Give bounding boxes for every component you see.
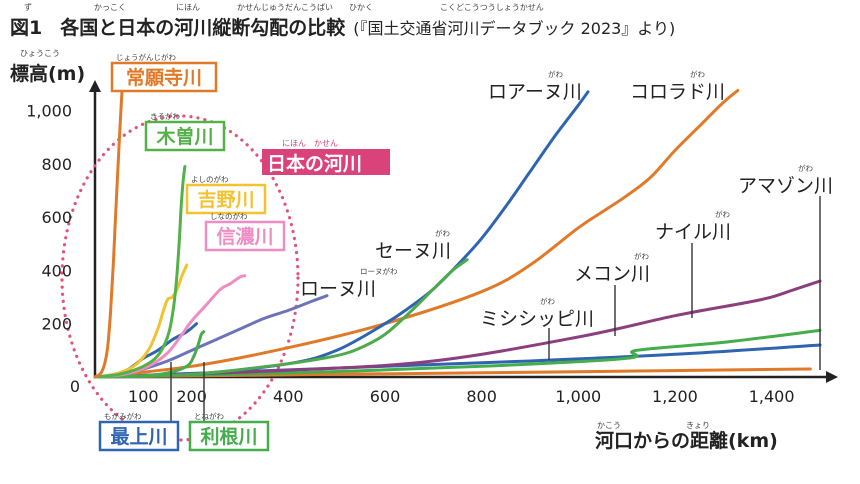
series-label-ruby: がわ (798, 163, 813, 173)
series-label: 吉野川 (197, 188, 254, 211)
series-line (93, 263, 189, 379)
series-label: 利根川 (200, 425, 257, 448)
series-label-ruby: がわ (435, 228, 450, 238)
series-label: ロアーヌ川 (488, 81, 582, 103)
x-tick-label: 200 (176, 387, 207, 406)
series-label-ruby: きそがわ (150, 111, 180, 121)
series-label: ナイル川 (655, 221, 731, 243)
y-tick-label: 600 (41, 208, 72, 227)
figure-number: 図1 (10, 17, 43, 39)
series-line (93, 279, 822, 379)
series-line (93, 258, 469, 379)
x-tick-label: 100 (128, 387, 159, 406)
series-label: アマゾン川 (738, 175, 833, 197)
series-label-ruby: がわ (548, 69, 563, 79)
japan-group-label: 日本の河川 (267, 152, 362, 175)
heading-furigana: こくどこうつうしょうかせん (440, 3, 544, 12)
series-label-box (144, 120, 226, 152)
heading-furigana: ず (24, 3, 32, 12)
japan-rivers-ellipse (60, 114, 300, 442)
series-label-ruby: とねがわ (194, 411, 224, 421)
series-label-ruby: がわ (540, 296, 555, 306)
series-line (93, 330, 206, 379)
series-label: 常願寺川 (126, 66, 202, 89)
series-label-ruby: もがみがわ (104, 411, 142, 421)
x-axis-title-ruby: きょり (686, 421, 710, 430)
series-line (93, 89, 740, 379)
series-label: 最上川 (110, 426, 167, 448)
series-label: セーヌ川 (375, 240, 451, 262)
series-label: 信濃川 (216, 225, 273, 248)
series-label-box (188, 420, 270, 452)
heading-furigana: かせんじゅうだんこうばい (237, 3, 333, 12)
y-tick-label: 0 (70, 377, 80, 396)
series-line (93, 165, 187, 379)
series-label-ruby: よしのがわ (191, 174, 229, 184)
series-label: コロラド川 (630, 81, 725, 103)
figure-title: 各国と日本の河川縦断勾配の比較 (60, 17, 346, 39)
series-label-box (185, 183, 267, 215)
series-label-ruby: がわ (690, 69, 705, 79)
heading-furigana: にほん (176, 3, 200, 12)
series-label: 木曽川 (155, 125, 213, 148)
series-line (93, 294, 329, 379)
heading-furigana: ひかく (349, 3, 373, 12)
series-label: ローヌ川 (300, 278, 376, 300)
series-label: メコン川 (574, 263, 650, 285)
heading-furigana: かっこく (94, 3, 126, 12)
y-axis-title: 標高(m) (10, 62, 85, 85)
series-line (93, 87, 124, 379)
series-label-box (110, 61, 218, 93)
series-label: ミシシッピ川 (480, 308, 594, 330)
x-tick-label: 400 (273, 387, 304, 406)
series-label-ruby: しなのがわ (210, 211, 248, 221)
x-tick-label: 800 (466, 387, 497, 406)
series-label-ruby: じょうがんじがわ (116, 52, 176, 62)
x-tick-label: 1,400 (749, 387, 795, 406)
figure-source: (『国土交通省河川データブック 2023』より) (353, 19, 676, 38)
series-label-box (204, 220, 286, 252)
x-axis-title: 河口からの距離(km) (595, 429, 778, 452)
japan-group-label-box (262, 149, 390, 175)
y-axis-arrow-icon (89, 80, 101, 92)
y-axis-title-ruby: ひょうこう (20, 49, 60, 58)
x-tick-label: 1,000 (555, 387, 601, 406)
x-axis-arrow-icon (826, 371, 838, 383)
japan-group-ruby: にほん かせん (282, 139, 338, 148)
x-tick-label: 1,200 (652, 387, 698, 406)
series-label-ruby: がわ (634, 251, 649, 261)
series-line (93, 274, 247, 379)
series-label-ruby: ローヌがわ (360, 266, 398, 276)
y-tick-label: 200 (41, 315, 72, 334)
y-tick-label: 1,000 (26, 102, 72, 121)
figure-title-line: 図1 各国と日本の河川縦断勾配の比較 (『国土交通省河川データブック 2023』より… (10, 13, 675, 40)
x-axis-title-ruby: かこう (597, 421, 621, 430)
series-label-ruby: がわ (715, 209, 730, 219)
y-tick-label: 400 (41, 261, 72, 280)
series-line (93, 328, 822, 379)
figure-heading: ず かっこく にほん かせんじゅうだんこうばい ひかく こくどこうつうしょうかせ… (10, 0, 855, 44)
x-tick-label: 600 (370, 387, 401, 406)
series-label-box (98, 420, 180, 452)
y-tick-label: 800 (41, 155, 72, 174)
